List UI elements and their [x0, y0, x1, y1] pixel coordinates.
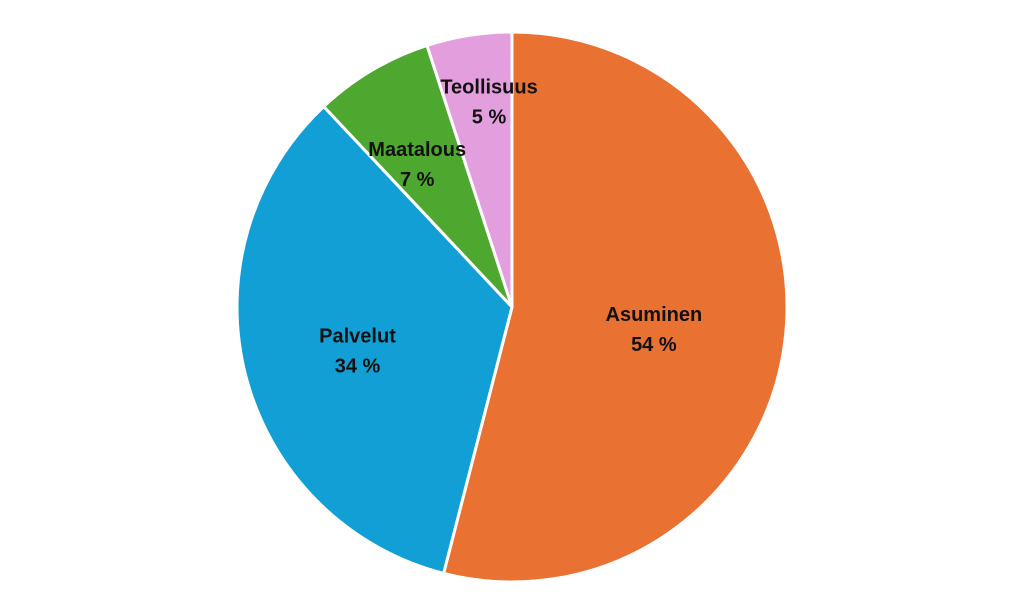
- slice-value-palvelut: 34 %: [335, 356, 381, 378]
- labels-layer: Asuminen 54 % Palvelut 34 % Maatalous 7 % Teol…: [319, 76, 702, 377]
- slices-layer: [235, 30, 789, 584]
- slice-value-asuminen: 54 %: [631, 334, 677, 356]
- slice-value-maatalous: 7 %: [400, 169, 435, 191]
- pie-slice-asuminen: [441, 30, 789, 584]
- slice-label-palvelut: Palvelut: [319, 326, 396, 348]
- pie-slice-teollisuus: [425, 30, 514, 308]
- pie-slice-maatalous: [321, 43, 514, 309]
- slice-label-teollisuus: Teollisuus: [440, 76, 537, 98]
- slice-label-asuminen: Asuminen: [606, 304, 703, 326]
- slice-label-maatalous: Maatalous: [368, 139, 466, 161]
- pie-slice-palvelut: [235, 104, 514, 576]
- slice-value-teollisuus: 5 %: [472, 106, 507, 128]
